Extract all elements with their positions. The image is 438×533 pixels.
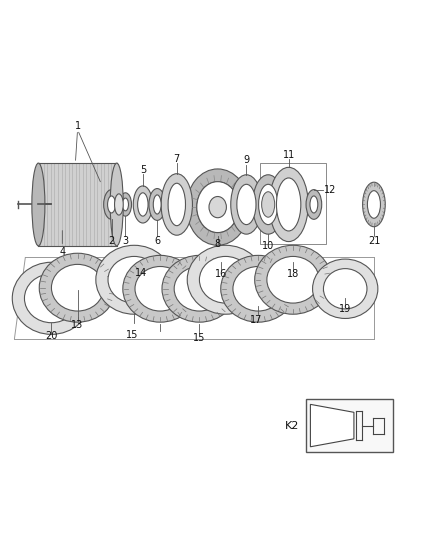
Text: 3: 3 <box>122 236 128 246</box>
Ellipse shape <box>197 182 239 232</box>
Ellipse shape <box>254 245 331 314</box>
Text: 17: 17 <box>250 314 262 325</box>
Ellipse shape <box>115 194 123 215</box>
Ellipse shape <box>209 197 226 217</box>
Text: 13: 13 <box>71 320 84 330</box>
Ellipse shape <box>135 266 185 311</box>
Ellipse shape <box>306 190 322 219</box>
Ellipse shape <box>363 182 385 227</box>
Ellipse shape <box>261 192 275 217</box>
Text: 4: 4 <box>59 247 65 257</box>
Text: 5: 5 <box>140 165 146 175</box>
Text: 21: 21 <box>368 236 380 246</box>
Ellipse shape <box>367 191 381 218</box>
Text: 19: 19 <box>339 304 351 314</box>
Ellipse shape <box>162 255 237 322</box>
Ellipse shape <box>174 266 225 311</box>
Text: 15: 15 <box>126 330 138 341</box>
Ellipse shape <box>123 255 198 322</box>
Ellipse shape <box>197 182 239 232</box>
Text: 6: 6 <box>154 236 160 246</box>
Ellipse shape <box>51 264 104 311</box>
Text: 10: 10 <box>262 241 274 252</box>
Ellipse shape <box>110 163 123 246</box>
Ellipse shape <box>161 174 192 235</box>
Text: K2: K2 <box>285 421 300 431</box>
Ellipse shape <box>310 196 318 213</box>
Ellipse shape <box>149 189 166 220</box>
Ellipse shape <box>233 266 283 311</box>
Ellipse shape <box>25 274 78 322</box>
Ellipse shape <box>32 163 45 246</box>
Text: 1: 1 <box>74 121 81 131</box>
Ellipse shape <box>39 253 116 322</box>
Text: 14: 14 <box>134 268 147 278</box>
Ellipse shape <box>258 184 278 224</box>
Polygon shape <box>311 405 354 447</box>
Bar <box>39 163 117 246</box>
Ellipse shape <box>221 255 296 322</box>
Ellipse shape <box>231 175 262 234</box>
Text: 15: 15 <box>193 333 205 343</box>
Ellipse shape <box>269 167 308 241</box>
Ellipse shape <box>12 262 91 334</box>
Text: 11: 11 <box>283 150 295 160</box>
Ellipse shape <box>133 186 152 223</box>
Text: 7: 7 <box>173 155 180 164</box>
Bar <box>306 399 393 452</box>
Ellipse shape <box>253 175 284 234</box>
Ellipse shape <box>122 198 128 211</box>
Text: 20: 20 <box>45 332 58 342</box>
Ellipse shape <box>138 193 148 216</box>
Text: 8: 8 <box>215 239 221 249</box>
Ellipse shape <box>96 245 173 314</box>
Text: 18: 18 <box>287 269 299 279</box>
Ellipse shape <box>108 256 160 303</box>
Ellipse shape <box>119 193 131 216</box>
Ellipse shape <box>104 190 119 219</box>
Ellipse shape <box>237 184 256 224</box>
Text: 16: 16 <box>215 269 227 279</box>
Ellipse shape <box>199 256 252 303</box>
Ellipse shape <box>276 178 301 231</box>
Ellipse shape <box>168 183 185 225</box>
Ellipse shape <box>323 269 367 309</box>
Ellipse shape <box>186 169 249 245</box>
Ellipse shape <box>267 256 319 303</box>
Ellipse shape <box>187 245 264 314</box>
Text: 12: 12 <box>324 184 336 195</box>
Text: 2: 2 <box>108 236 115 246</box>
Ellipse shape <box>313 259 378 318</box>
Ellipse shape <box>108 196 116 213</box>
Ellipse shape <box>153 195 161 214</box>
Text: 9: 9 <box>244 156 250 165</box>
